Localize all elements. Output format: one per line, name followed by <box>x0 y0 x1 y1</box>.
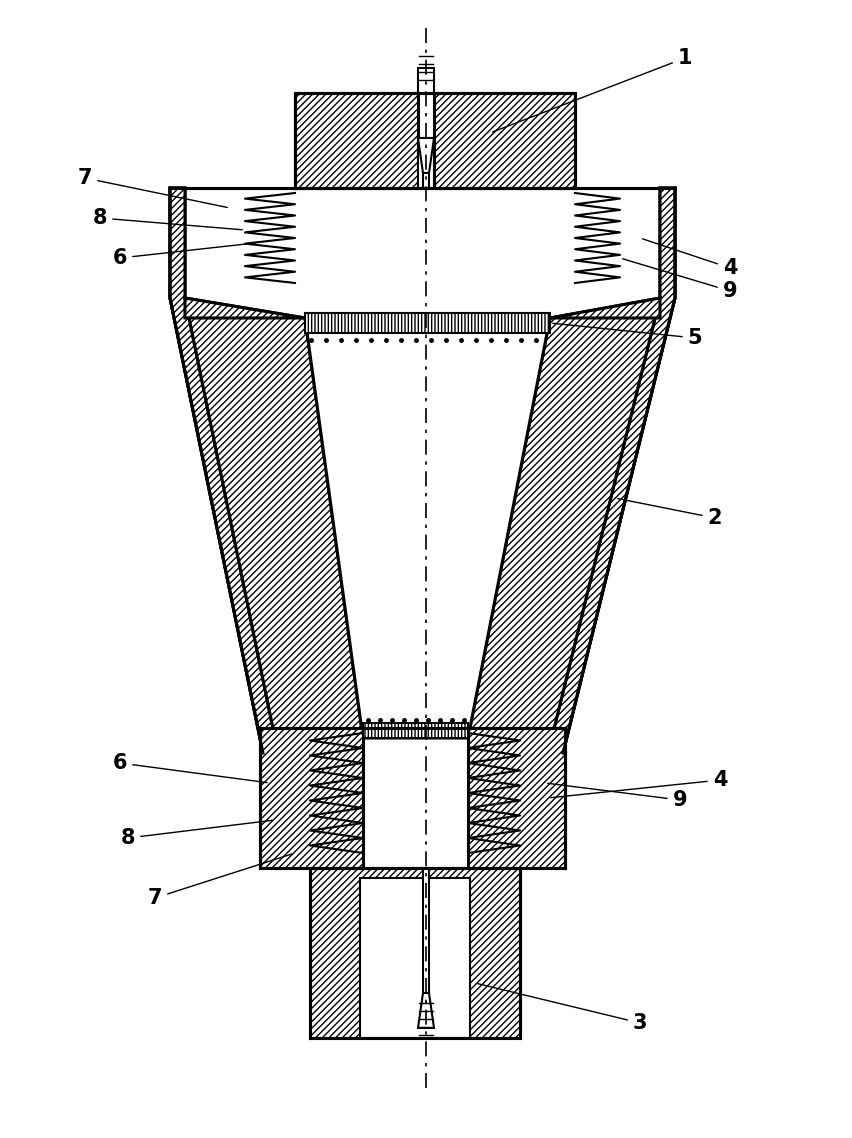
Polygon shape <box>434 93 575 188</box>
Polygon shape <box>418 68 434 93</box>
Text: 4: 4 <box>642 239 737 278</box>
Text: 7: 7 <box>78 168 227 207</box>
Text: 7: 7 <box>147 854 292 908</box>
Text: 9: 9 <box>623 258 737 300</box>
Polygon shape <box>360 879 470 1038</box>
Text: 5: 5 <box>553 323 702 348</box>
Polygon shape <box>295 93 418 188</box>
Polygon shape <box>423 868 429 993</box>
Text: 3: 3 <box>478 983 648 1033</box>
Polygon shape <box>170 188 278 753</box>
Polygon shape <box>418 138 434 173</box>
Polygon shape <box>310 868 520 1038</box>
Polygon shape <box>418 138 434 188</box>
Text: 2: 2 <box>618 498 722 528</box>
Text: 4: 4 <box>550 770 728 798</box>
Polygon shape <box>170 188 278 753</box>
Polygon shape <box>468 298 660 753</box>
Polygon shape <box>468 728 565 868</box>
Polygon shape <box>550 298 660 318</box>
Polygon shape <box>170 188 278 753</box>
Polygon shape <box>423 173 429 188</box>
Text: 8: 8 <box>93 208 242 230</box>
Text: 8: 8 <box>121 820 273 848</box>
Text: 6: 6 <box>112 244 252 269</box>
Text: 1: 1 <box>492 48 692 132</box>
Text: 6: 6 <box>112 753 268 783</box>
Text: 9: 9 <box>548 783 688 810</box>
Polygon shape <box>305 313 550 333</box>
Polygon shape <box>548 188 675 753</box>
Polygon shape <box>260 728 363 868</box>
Polygon shape <box>185 298 363 753</box>
Polygon shape <box>185 298 305 318</box>
Polygon shape <box>305 318 550 739</box>
Polygon shape <box>548 188 675 753</box>
Polygon shape <box>363 723 468 739</box>
Polygon shape <box>418 993 434 1028</box>
